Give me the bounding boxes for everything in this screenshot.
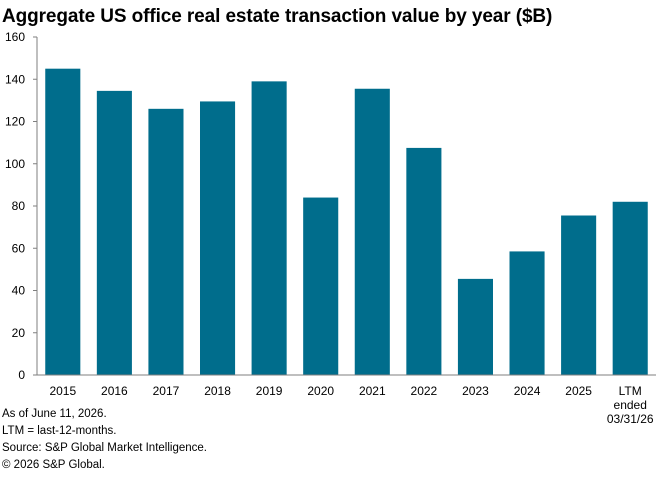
footnote-ltm-definition: LTM = last-12-months. xyxy=(2,425,117,437)
bar xyxy=(45,68,81,375)
bar xyxy=(200,101,236,376)
x-tick-label: 2018 xyxy=(204,384,231,398)
y-tick-label: 0 xyxy=(18,368,25,382)
x-axis: 2015 2016 2017 2018 2019 2020 2021 2022 2023 2024… xyxy=(37,374,656,426)
x-tick-label: 2019 xyxy=(256,384,283,398)
bar xyxy=(251,81,287,376)
bar xyxy=(354,88,390,375)
bar xyxy=(457,278,493,375)
x-tick-label: LTM ended 03/31/26 xyxy=(607,384,654,426)
bar xyxy=(612,201,648,375)
bar xyxy=(96,90,132,376)
y-tick-label: 60 xyxy=(12,241,26,255)
y-axis: 0 20 40 60 80 100 120 140 160 xyxy=(5,30,38,382)
x-tick-label: 2017 xyxy=(153,384,180,398)
bars-group xyxy=(45,68,648,376)
y-tick-label: 140 xyxy=(5,72,25,86)
chart-title: Aggregate US office real estate transact… xyxy=(2,6,553,27)
x-tick-label: 2025 xyxy=(565,384,592,398)
footnote-as-of: As of June 11, 2026. xyxy=(2,408,107,420)
bar xyxy=(561,215,597,375)
x-tick-label: 2016 xyxy=(101,384,128,398)
x-tick-label: 2021 xyxy=(359,384,386,398)
y-tick-label: 40 xyxy=(12,284,26,298)
y-tick-label: 160 xyxy=(5,30,25,44)
y-tick-label: 100 xyxy=(5,157,25,171)
bar xyxy=(303,197,339,375)
y-tick-label: 20 xyxy=(12,326,26,340)
bar xyxy=(406,147,442,375)
bar xyxy=(148,108,184,375)
x-tick-label: 2020 xyxy=(307,384,334,398)
x-tick-label: 2015 xyxy=(49,384,76,398)
bar xyxy=(509,251,545,375)
x-tick-label: 2024 xyxy=(514,384,541,398)
footnote-copyright: © 2026 S&P Global. xyxy=(2,459,105,471)
footnote-source: Source: S&P Global Market Intelligence. xyxy=(2,442,207,454)
x-tick-label: 2022 xyxy=(411,384,438,398)
y-tick-label: 80 xyxy=(12,199,26,213)
x-tick-label: 2023 xyxy=(462,384,489,398)
y-tick-label: 120 xyxy=(5,115,25,129)
footnotes: As of June 11, 2026. LTM = last-12-month… xyxy=(2,406,207,474)
